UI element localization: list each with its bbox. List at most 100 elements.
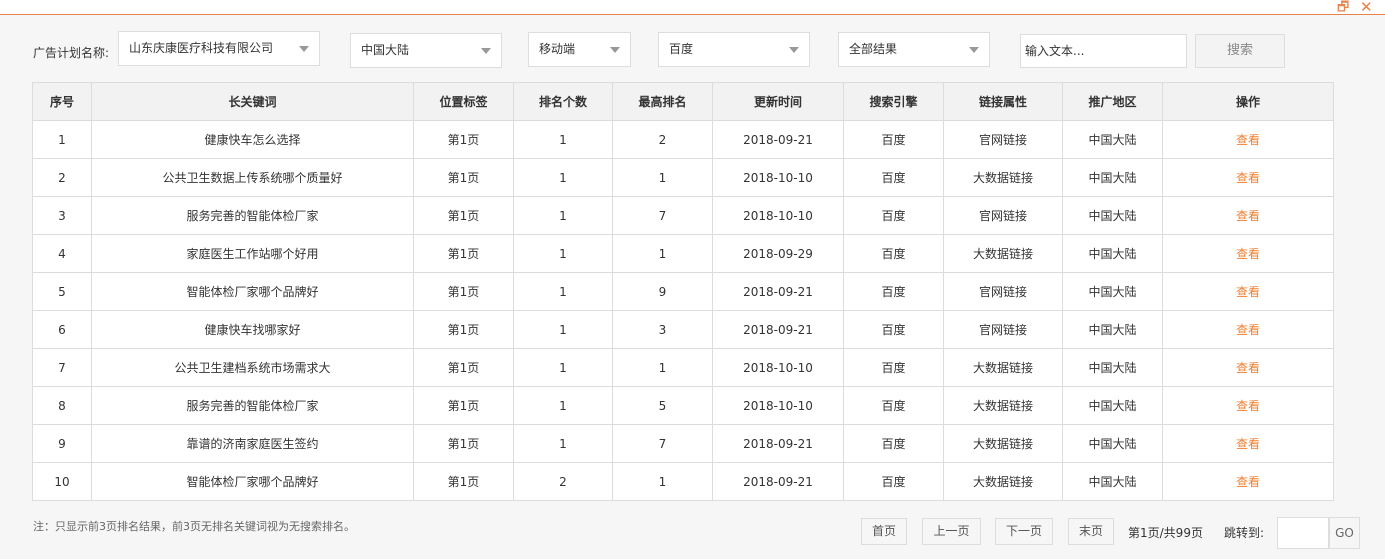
view-link[interactable]: 查看 bbox=[1162, 196, 1334, 235]
table-row: 5 智能体检厂家哪个品牌好 第1页 1 9 2018-09-21 百度 官网链接 中国大陆 查看 bbox=[32, 272, 1334, 311]
table-row: 7 公共卫生建档系统市场需求大 第1页 1 1 2018-10-10 百度 大数据链接 中国大陆… bbox=[32, 348, 1334, 387]
prev-page-button[interactable]: 上一页 bbox=[922, 518, 981, 545]
table-cell: 中国大陆 bbox=[1062, 310, 1163, 349]
table-cell: 大数据链接 bbox=[943, 348, 1063, 387]
view-link[interactable]: 查看 bbox=[1162, 158, 1334, 197]
table-cell: 2018-09-21 bbox=[712, 424, 844, 463]
table-cell: 第1页 bbox=[413, 462, 514, 501]
table-cell: 5 bbox=[32, 272, 92, 311]
table-cell: 7 bbox=[612, 424, 713, 463]
table-cell: 2018-10-10 bbox=[712, 196, 844, 235]
table-cell: 4 bbox=[32, 234, 92, 273]
result-select[interactable]: 全部结果 bbox=[838, 32, 990, 67]
view-link[interactable]: 查看 bbox=[1162, 386, 1334, 425]
table-cell: 1 bbox=[612, 462, 713, 501]
table-cell: 2018-09-29 bbox=[712, 234, 844, 273]
view-link[interactable]: 查看 bbox=[1162, 120, 1334, 159]
table-cell: 官网链接 bbox=[943, 196, 1063, 235]
table-row: 8 服务完善的智能体检厂家 第1页 1 5 2018-10-10 百度 大数据链接 中国大陆 查看 bbox=[32, 386, 1334, 425]
table-cell: 第1页 bbox=[413, 234, 514, 273]
go-button[interactable]: GO bbox=[1329, 517, 1360, 549]
plan-label: 广告计划名称: bbox=[33, 46, 110, 60]
table-cell: 家庭医生工作站哪个好用 bbox=[91, 234, 414, 273]
result-value: 全部结果 bbox=[849, 42, 898, 56]
table-cell: 1 bbox=[513, 272, 613, 311]
engine-select[interactable]: 百度 bbox=[658, 32, 810, 67]
table-cell: 2018-09-21 bbox=[712, 462, 844, 501]
view-link[interactable]: 查看 bbox=[1162, 462, 1334, 501]
plan-value: 山东庆康医疗科技有限公司 bbox=[129, 41, 274, 55]
table-cell: 中国大陆 bbox=[1062, 120, 1163, 159]
table-cell: 百度 bbox=[843, 196, 944, 235]
table-row: 6 健康快车找哪家好 第1页 1 3 2018-09-21 百度 官网链接 中国大陆 查看 bbox=[32, 310, 1334, 349]
table-cell: 1 bbox=[513, 234, 613, 273]
close-icon[interactable]: ✕ bbox=[1360, 0, 1373, 16]
table-header: 序号 长关键词 位置标签 排名个数 最高排名 更新时间 搜索引擎 链接属性 推广地区 操作 bbox=[32, 82, 1334, 121]
jump-page-input[interactable] bbox=[1277, 517, 1329, 549]
table-cell: 中国大陆 bbox=[1062, 234, 1163, 273]
table-cell: 1 bbox=[513, 158, 613, 197]
table-cell: 中国大陆 bbox=[1062, 462, 1163, 501]
view-link[interactable]: 查看 bbox=[1162, 310, 1334, 349]
table-row: 10 智能体检厂家哪个品牌好 第1页 2 1 2018-09-21 百度 大数据链接 中国大陆查… bbox=[32, 462, 1334, 501]
page-info: 第1页/共99页 bbox=[1128, 526, 1203, 540]
table-cell: 3 bbox=[612, 310, 713, 349]
first-page-button[interactable]: 首页 bbox=[861, 518, 907, 545]
table-cell: 9 bbox=[612, 272, 713, 311]
view-link[interactable]: 查看 bbox=[1162, 424, 1334, 463]
table-cell: 1 bbox=[612, 234, 713, 273]
plan-select[interactable]: 山东庆康医疗科技有限公司 bbox=[118, 31, 320, 66]
search-button[interactable]: 搜索 bbox=[1195, 34, 1285, 68]
chevron-down-icon bbox=[481, 48, 491, 54]
table-cell: 百度 bbox=[843, 120, 944, 159]
table-cell: 健康快车怎么选择 bbox=[91, 120, 414, 159]
table-cell: 1 bbox=[513, 310, 613, 349]
chevron-down-icon bbox=[610, 47, 620, 53]
table-cell: 大数据链接 bbox=[943, 424, 1063, 463]
table-cell: 百度 bbox=[843, 424, 944, 463]
table-cell: 8 bbox=[32, 386, 92, 425]
column-header: 搜索引擎 bbox=[843, 82, 944, 121]
table-cell: 中国大陆 bbox=[1062, 196, 1163, 235]
table-cell: 百度 bbox=[843, 310, 944, 349]
table-cell: 2018-10-10 bbox=[712, 348, 844, 387]
last-page-button[interactable]: 末页 bbox=[1068, 518, 1114, 545]
table-row: 1 健康快车怎么选择 第1页 1 2 2018-09-21 百度 官网链接 中国大陆 查看 bbox=[32, 120, 1334, 159]
table-row: 2 公共卫生数据上传系统哪个质量好 第1页 1 1 2018-10-10 百度 大数据链接 中国… bbox=[32, 158, 1334, 197]
table-cell: 2018-09-21 bbox=[712, 272, 844, 311]
table-cell: 官网链接 bbox=[943, 120, 1063, 159]
view-link[interactable]: 查看 bbox=[1162, 234, 1334, 273]
table-cell: 智能体检厂家哪个品牌好 bbox=[91, 272, 414, 311]
restore-icon[interactable]: 🗗 bbox=[1337, 0, 1350, 15]
table-cell: 7 bbox=[612, 196, 713, 235]
view-link[interactable]: 查看 bbox=[1162, 272, 1334, 311]
column-header: 更新时间 bbox=[712, 82, 844, 121]
region-select[interactable]: 中国大陆 bbox=[350, 33, 502, 68]
table-cell: 公共卫生建档系统市场需求大 bbox=[91, 348, 414, 387]
table-cell: 1 bbox=[612, 348, 713, 387]
chevron-down-icon bbox=[789, 47, 799, 53]
table-cell: 第1页 bbox=[413, 272, 514, 311]
table-cell: 大数据链接 bbox=[943, 386, 1063, 425]
table-cell: 2018-10-10 bbox=[712, 386, 844, 425]
region-value: 中国大陆 bbox=[361, 43, 410, 57]
footer-note: 注：只显示前3页排名结果，前3页无排名关键词视为无搜索排名。 bbox=[33, 520, 355, 533]
table-cell: 1 bbox=[513, 424, 613, 463]
column-header: 推广地区 bbox=[1062, 82, 1163, 121]
table-cell: 3 bbox=[32, 196, 92, 235]
table-cell: 第1页 bbox=[413, 196, 514, 235]
device-select[interactable]: 移动端 bbox=[528, 32, 631, 67]
table-cell: 7 bbox=[32, 348, 92, 387]
table-cell: 中国大陆 bbox=[1062, 424, 1163, 463]
table-cell: 中国大陆 bbox=[1062, 348, 1163, 387]
column-header: 长关键词 bbox=[91, 82, 414, 121]
table-cell: 大数据链接 bbox=[943, 234, 1063, 273]
table-cell: 中国大陆 bbox=[1062, 272, 1163, 311]
search-input[interactable] bbox=[1020, 34, 1187, 68]
table-cell: 百度 bbox=[843, 348, 944, 387]
table-cell: 中国大陆 bbox=[1062, 386, 1163, 425]
next-page-button[interactable]: 下一页 bbox=[995, 518, 1053, 545]
table-cell: 9 bbox=[32, 424, 92, 463]
table-cell: 1 bbox=[513, 386, 613, 425]
view-link[interactable]: 查看 bbox=[1162, 348, 1334, 387]
